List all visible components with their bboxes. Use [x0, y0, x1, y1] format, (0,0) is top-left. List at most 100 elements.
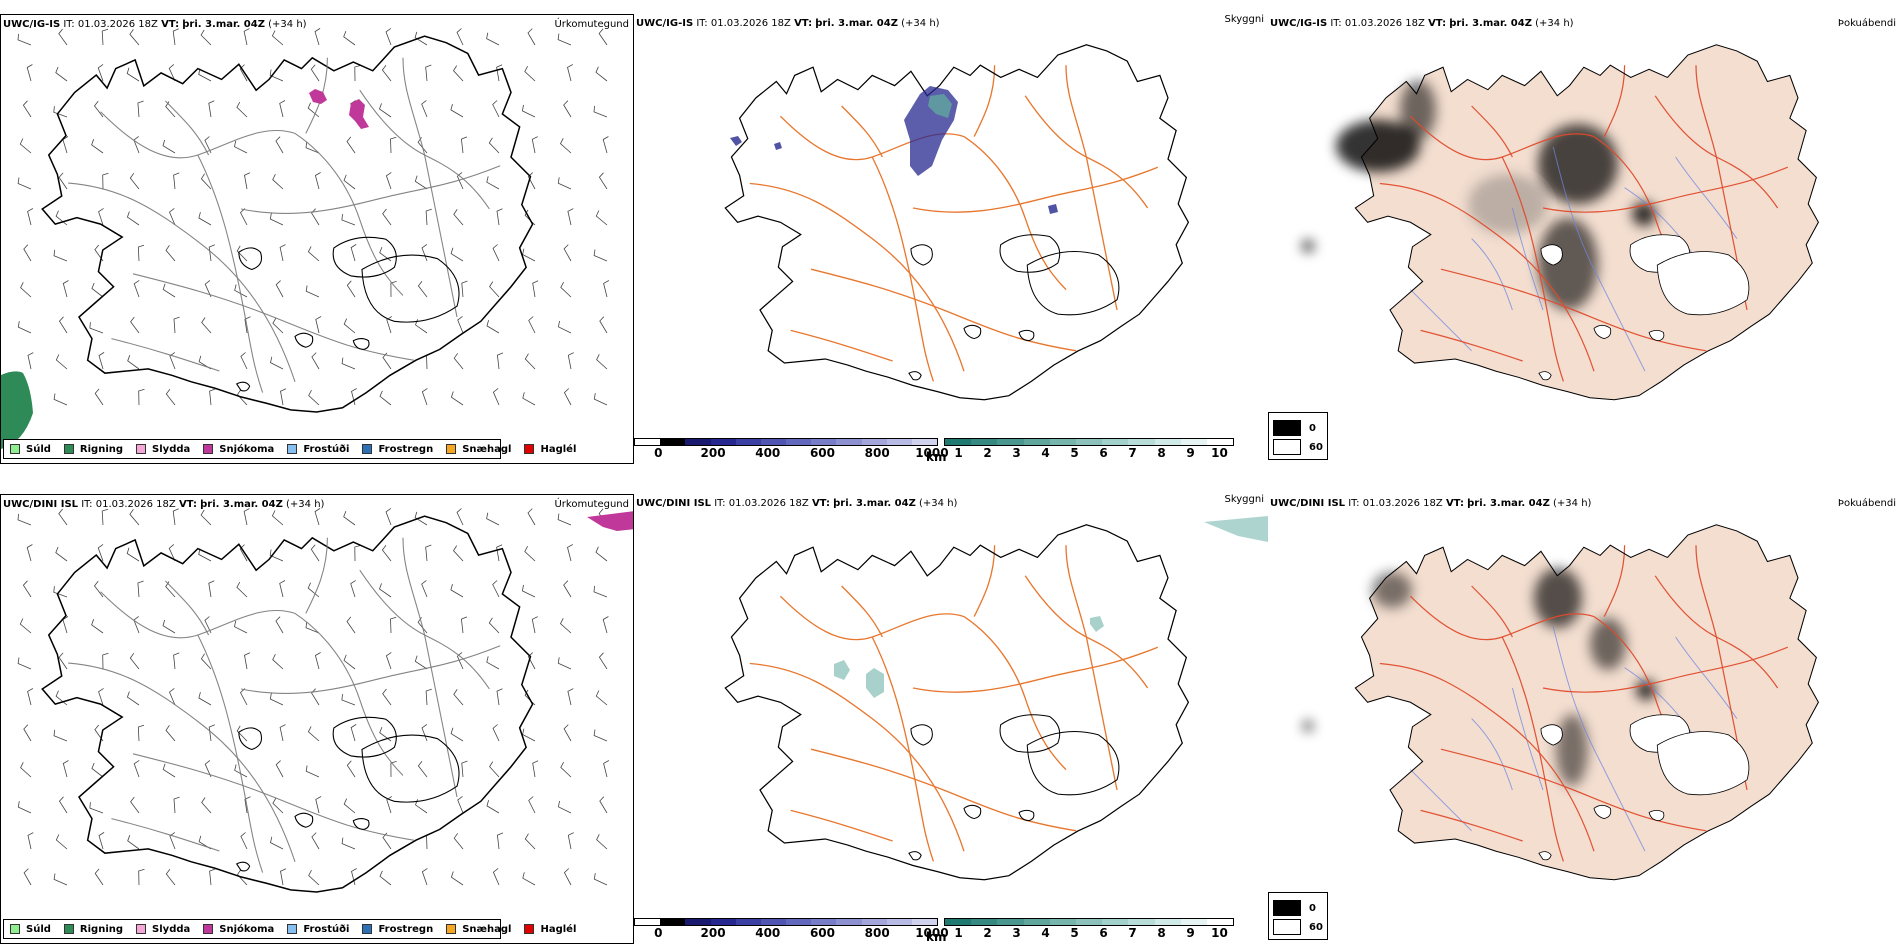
colorbar-segment	[760, 439, 787, 445]
wind-barb	[53, 249, 68, 262]
wind-barb	[93, 580, 104, 598]
wind-barb	[461, 280, 468, 298]
road-line	[810, 268, 1077, 352]
wind-barb	[269, 69, 284, 82]
wind-barb	[343, 798, 356, 814]
wind-barb	[94, 868, 104, 886]
wind-barb	[162, 763, 176, 778]
wind-barb	[200, 29, 212, 46]
wind-barb	[414, 31, 428, 46]
wind-barb	[456, 172, 464, 190]
wind-barb	[457, 796, 464, 814]
wind-barb	[269, 213, 284, 226]
glacier-area	[1648, 329, 1665, 342]
visibility-area	[928, 94, 952, 118]
legend-item-precip: Frostregn	[362, 924, 433, 935]
glacier-area	[1656, 731, 1750, 796]
road-line	[197, 154, 264, 393]
wind-barb	[126, 691, 140, 706]
road-network	[749, 65, 1159, 382]
wind-barb	[460, 136, 468, 154]
wind-barb	[488, 617, 500, 634]
colorbar-tick-label: 600	[809, 446, 835, 460]
road-line	[841, 105, 883, 158]
road-line	[749, 182, 965, 372]
panel-title-precip: Úrkomutegund	[554, 499, 629, 510]
colorbar-segment	[1154, 919, 1181, 925]
wind-barb	[279, 580, 286, 598]
wind-barb	[453, 353, 464, 370]
colorbar-segment	[635, 439, 661, 445]
panel-title-visibility: Skyggni	[1224, 14, 1264, 25]
visibility-panel-row2: UWC/DINI ISL IT: 01.03.2026 18Z VT: þri.…	[634, 494, 1268, 944]
glacier-outline	[294, 332, 314, 348]
colorbar-segment	[861, 919, 887, 925]
glacier-outlines	[908, 234, 1120, 381]
wind-barb	[58, 28, 68, 46]
wind-barb	[97, 544, 104, 562]
glacier-outlines	[235, 236, 460, 392]
glacier-area	[1540, 724, 1563, 746]
wind-barb	[379, 870, 392, 886]
wind-barb	[486, 176, 500, 190]
wind-barb	[385, 652, 392, 670]
colorbar-strip	[634, 918, 938, 926]
wind-barb	[17, 177, 32, 190]
wind-barb	[138, 388, 145, 406]
wind-barb	[101, 28, 109, 46]
glacier-outline	[235, 381, 251, 392]
glacier-area	[1538, 851, 1552, 861]
road-line	[1471, 105, 1513, 158]
wind-barb	[563, 244, 572, 262]
wind-barb	[557, 177, 572, 190]
road-line	[1085, 636, 1118, 791]
iceland-coastline	[724, 524, 1190, 881]
wind-barb	[234, 620, 248, 634]
road-line	[912, 166, 1159, 213]
wind-barb	[557, 513, 572, 526]
wind-barb	[425, 544, 432, 562]
iceland-coastline	[724, 44, 1190, 401]
glacier-area	[1540, 244, 1563, 266]
wind-barb	[567, 208, 574, 226]
wind-barb	[97, 64, 104, 82]
wind-barb	[417, 280, 428, 298]
wind-barb	[602, 616, 609, 634]
cloud-legend-swatch	[1273, 919, 1301, 935]
glacier-outlines	[908, 714, 1120, 861]
wind-barb	[414, 655, 428, 670]
wind-barb	[341, 837, 356, 850]
wind-barb	[390, 616, 397, 634]
road-network	[1379, 65, 1789, 382]
wind-barb	[308, 390, 320, 406]
colorbar-tick-label: 1000	[915, 926, 949, 940]
road-network	[68, 57, 501, 393]
wind-barb	[315, 316, 322, 334]
wind-barb	[58, 508, 68, 526]
colorbar-segment	[911, 919, 938, 925]
colorbar-segment	[1075, 439, 1103, 445]
glacier-outline	[294, 812, 314, 828]
colorbar-tick-label: 200	[700, 446, 726, 460]
road-line	[963, 616, 1067, 771]
wind-barb	[162, 283, 176, 298]
road-line	[1065, 545, 1088, 638]
wind-barb	[272, 654, 284, 670]
precip-map-row1	[1, 28, 610, 449]
wind-barb	[603, 280, 610, 298]
wind-barb	[53, 873, 68, 886]
glacier-outline	[361, 734, 460, 803]
wind-barb	[524, 353, 536, 370]
iceland-coastline	[41, 35, 534, 413]
road-line	[1420, 809, 1523, 842]
river-line	[1552, 146, 1646, 372]
wind-barb	[522, 872, 536, 886]
colorbar-tick-label: 7	[1128, 926, 1137, 940]
wind-barb	[557, 33, 572, 46]
road-line	[100, 111, 296, 159]
legend-label: Frostregn	[378, 923, 434, 935]
wind-barb	[27, 832, 34, 850]
wind-barb	[133, 280, 140, 298]
wind-barb	[341, 694, 356, 706]
wind-barb	[169, 208, 176, 226]
